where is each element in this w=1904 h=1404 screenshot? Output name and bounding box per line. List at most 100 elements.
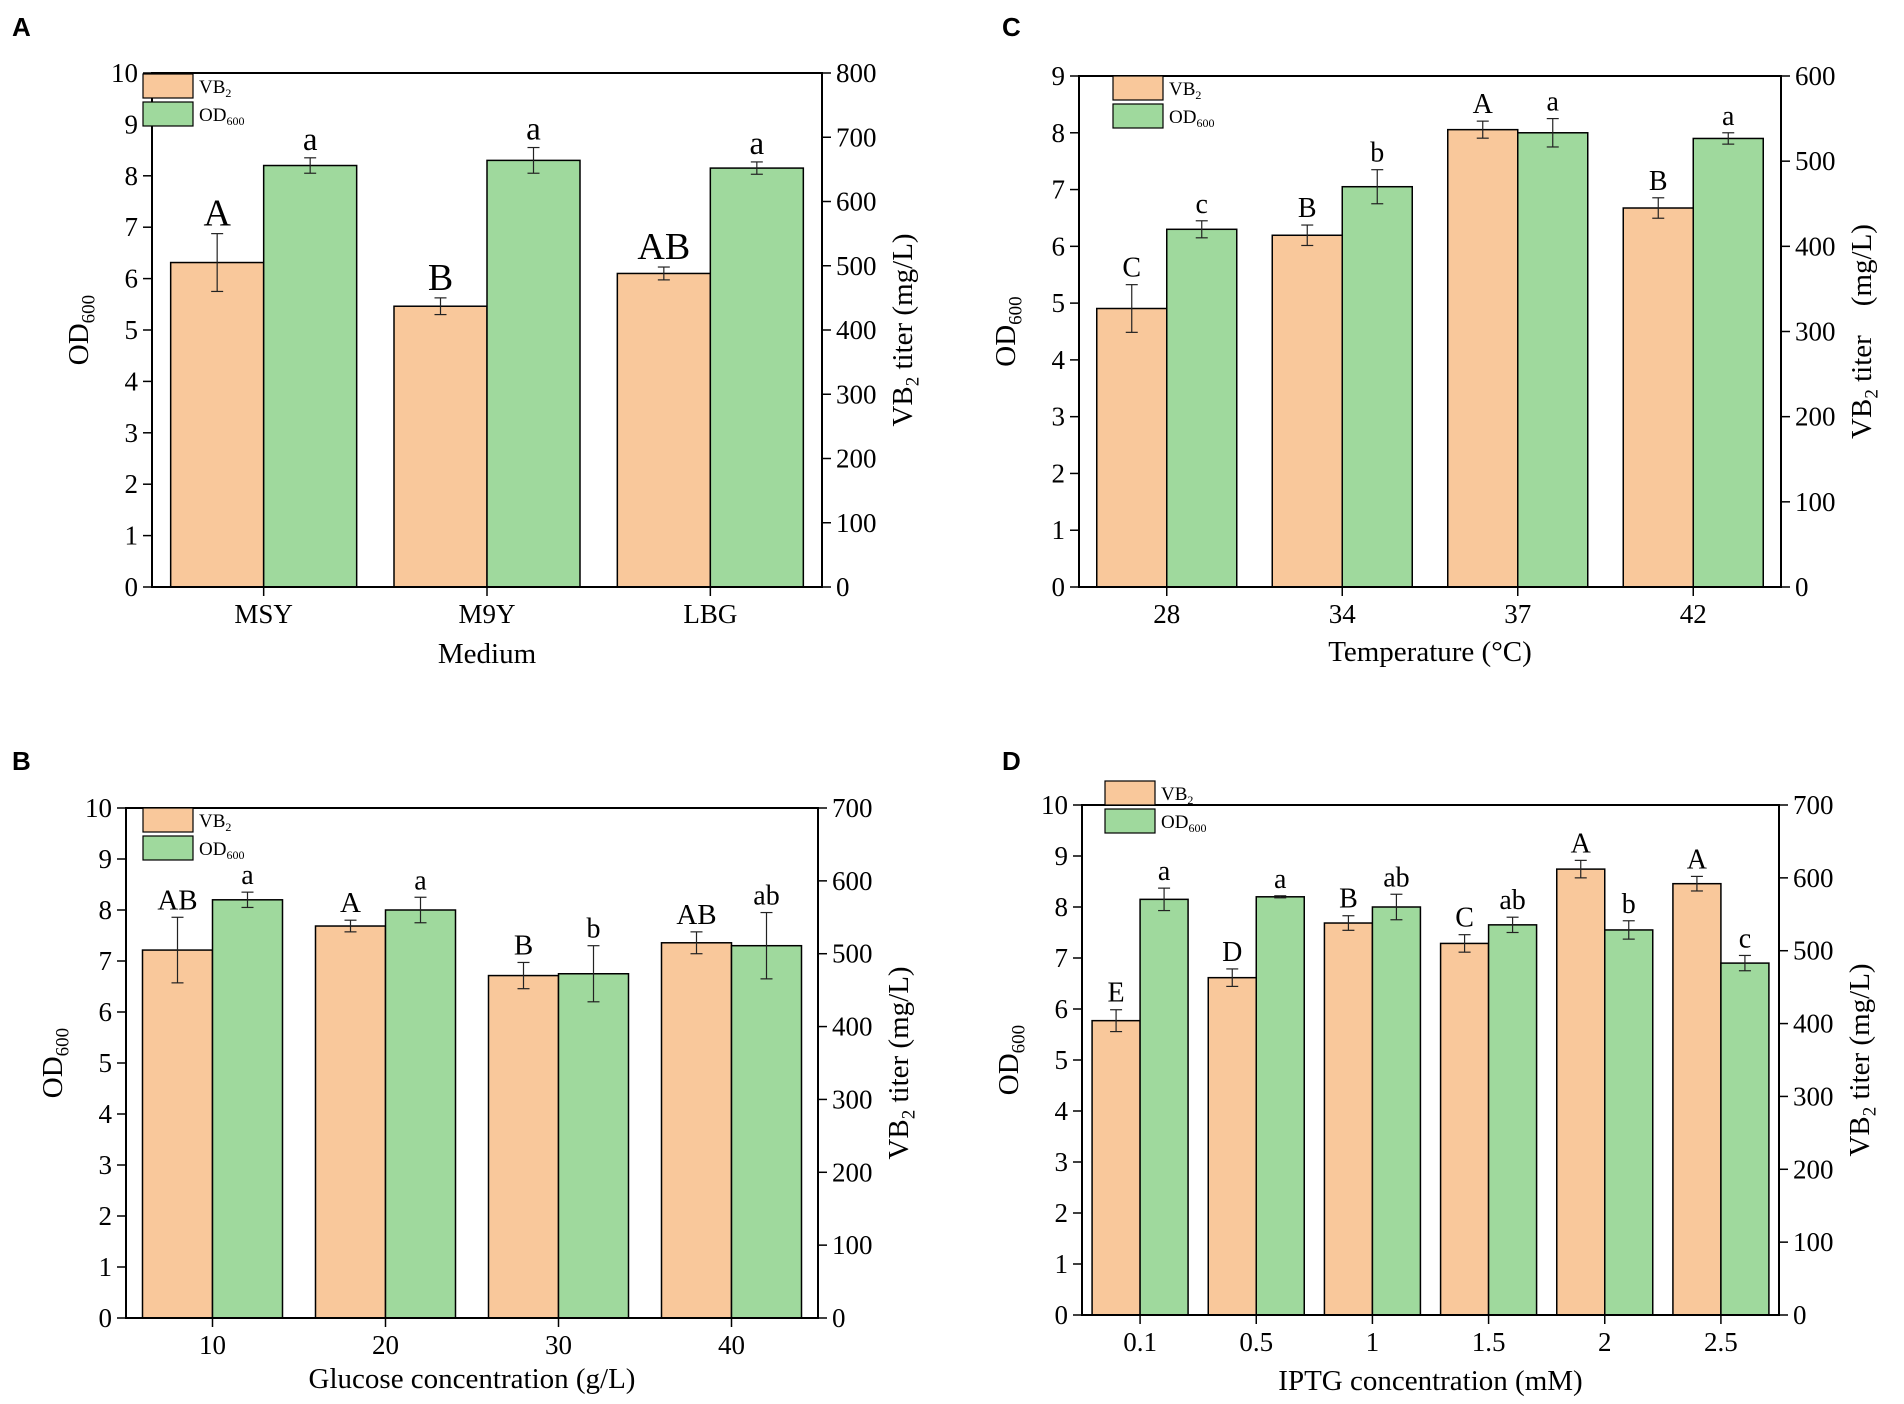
- y-tick-label-left: 3: [99, 1150, 113, 1180]
- x-tick-label: 1: [1366, 1327, 1380, 1357]
- bar-vb2: [1091, 1019, 1141, 1316]
- bar-od600: [1255, 896, 1305, 1316]
- bar-od600: [1166, 228, 1238, 588]
- y-tick-label-left: 2: [1052, 458, 1066, 488]
- bar-vb2: [616, 272, 712, 588]
- y-tick-label-left: 9: [125, 109, 139, 139]
- panel-letter: D: [1002, 746, 1021, 776]
- legend-swatch: [1104, 780, 1156, 806]
- legend-swatch: [1112, 103, 1164, 129]
- significance-label: AB: [157, 884, 197, 916]
- significance-label: ab: [753, 881, 779, 912]
- y-tick-label-left: 4: [1055, 1096, 1069, 1126]
- significance-label: c: [1739, 923, 1751, 954]
- significance-label: C: [1455, 903, 1474, 934]
- significance-label: a: [1158, 856, 1171, 887]
- y-tick-label-left: 8: [1055, 892, 1069, 922]
- significance-label: A: [1473, 89, 1494, 120]
- significance-label: ab: [1499, 885, 1525, 916]
- bar-vb2: [1207, 976, 1257, 1316]
- bar-od600: [1604, 929, 1654, 1316]
- y-tick-label-left: 5: [125, 315, 139, 345]
- x-tick-label: MSY: [234, 599, 293, 629]
- y-tick-label-left: 1: [99, 1252, 113, 1282]
- y-tick-label-right: 600: [1795, 61, 1836, 91]
- y-axis-title-right: VB2 titer (mg/L): [887, 233, 924, 426]
- y-tick-label-left: 8: [125, 161, 139, 191]
- x-tick-label: 40: [718, 1330, 745, 1360]
- y-tick-label-right: 300: [1795, 317, 1836, 347]
- legend-label: OD600: [1161, 812, 1206, 835]
- significance-label: a: [1722, 101, 1735, 132]
- x-axis-title: IPTG concentration (mM): [1278, 1365, 1582, 1397]
- significance-label: B: [514, 929, 533, 961]
- y-axis-title-left: OD600: [37, 1028, 74, 1098]
- bar-vb2: [1096, 307, 1168, 588]
- y-tick-label-right: 700: [836, 122, 877, 152]
- significance-label: AB: [676, 899, 716, 931]
- y-tick-label-right: 100: [836, 508, 877, 538]
- y-tick-label-left: 9: [1055, 841, 1069, 871]
- x-tick-label: 20: [372, 1330, 399, 1360]
- y-tick-label-left: 7: [99, 946, 113, 976]
- y-tick-label-left: 8: [99, 895, 113, 925]
- significance-label: a: [303, 122, 318, 158]
- y-tick-label-left: 8: [1052, 118, 1066, 148]
- bar-vb2: [393, 305, 488, 588]
- x-tick-label: 2: [1598, 1327, 1612, 1357]
- bar-od600: [486, 159, 581, 588]
- y-tick-label-right: 0: [1795, 572, 1809, 602]
- legend-swatch: [142, 73, 194, 99]
- significance-label: A: [1571, 828, 1592, 859]
- legend-swatch: [1104, 808, 1156, 834]
- y-tick-label-left: 9: [99, 844, 113, 874]
- bar-od600: [557, 973, 630, 1319]
- bar-od600: [709, 167, 805, 588]
- y-tick-label-left: 6: [1055, 994, 1069, 1024]
- x-tick-label: 0.1: [1123, 1327, 1157, 1357]
- y-tick-label-right: 600: [832, 866, 873, 896]
- y-tick-label-right: 0: [832, 1303, 846, 1333]
- y-tick-label-left: 6: [125, 264, 139, 294]
- y-tick-label-left: 0: [125, 572, 139, 602]
- bar-od600: [1720, 962, 1770, 1316]
- y-tick-label-left: 7: [1055, 943, 1069, 973]
- bar-vb2: [1556, 868, 1606, 1316]
- significance-label: A: [203, 193, 231, 235]
- y-tick-label-left: 10: [85, 793, 112, 823]
- y-tick-label-right: 500: [836, 251, 877, 281]
- x-axis-title: Temperature (°C): [1328, 636, 1532, 668]
- bar-od600: [384, 909, 457, 1319]
- x-tick-label: 37: [1504, 599, 1531, 629]
- y-tick-label-right: 400: [832, 1012, 873, 1042]
- x-tick-label: 0.5: [1239, 1327, 1273, 1357]
- y-tick-label-right: 100: [1795, 487, 1836, 517]
- y-tick-label-right: 800: [836, 58, 877, 88]
- y-tick-label-left: 1: [125, 521, 139, 551]
- x-tick-label: 42: [1680, 599, 1707, 629]
- significance-label: c: [1196, 189, 1208, 220]
- bar-od600: [1517, 132, 1589, 588]
- y-tick-label-right: 500: [1793, 936, 1834, 966]
- x-axis-title: Glucose concentration (g/L): [309, 1363, 636, 1395]
- y-tick-label-right: 300: [836, 379, 877, 409]
- significance-label: B: [1298, 193, 1317, 224]
- y-tick-label-left: 4: [1052, 345, 1066, 375]
- significance-label: a: [414, 865, 427, 896]
- y-tick-label-right: 300: [1793, 1081, 1834, 1111]
- x-tick-label: 1.5: [1472, 1327, 1506, 1357]
- y-tick-label-left: 4: [125, 366, 139, 396]
- y-axis-title-left: OD600: [63, 295, 100, 365]
- y-tick-label-left: 9: [1052, 61, 1066, 91]
- y-tick-label-left: 7: [125, 212, 139, 242]
- y-tick-label-left: 6: [99, 997, 113, 1027]
- y-tick-label-left: 5: [99, 1048, 113, 1078]
- bar-vb2: [660, 942, 733, 1319]
- y-tick-label-right: 200: [1795, 402, 1836, 432]
- y-tick-label-left: 0: [99, 1303, 113, 1333]
- bar-vb2: [1672, 882, 1722, 1316]
- significance-label: B: [1339, 884, 1358, 915]
- significance-label: ab: [1383, 862, 1409, 893]
- significance-label: AB: [637, 226, 690, 268]
